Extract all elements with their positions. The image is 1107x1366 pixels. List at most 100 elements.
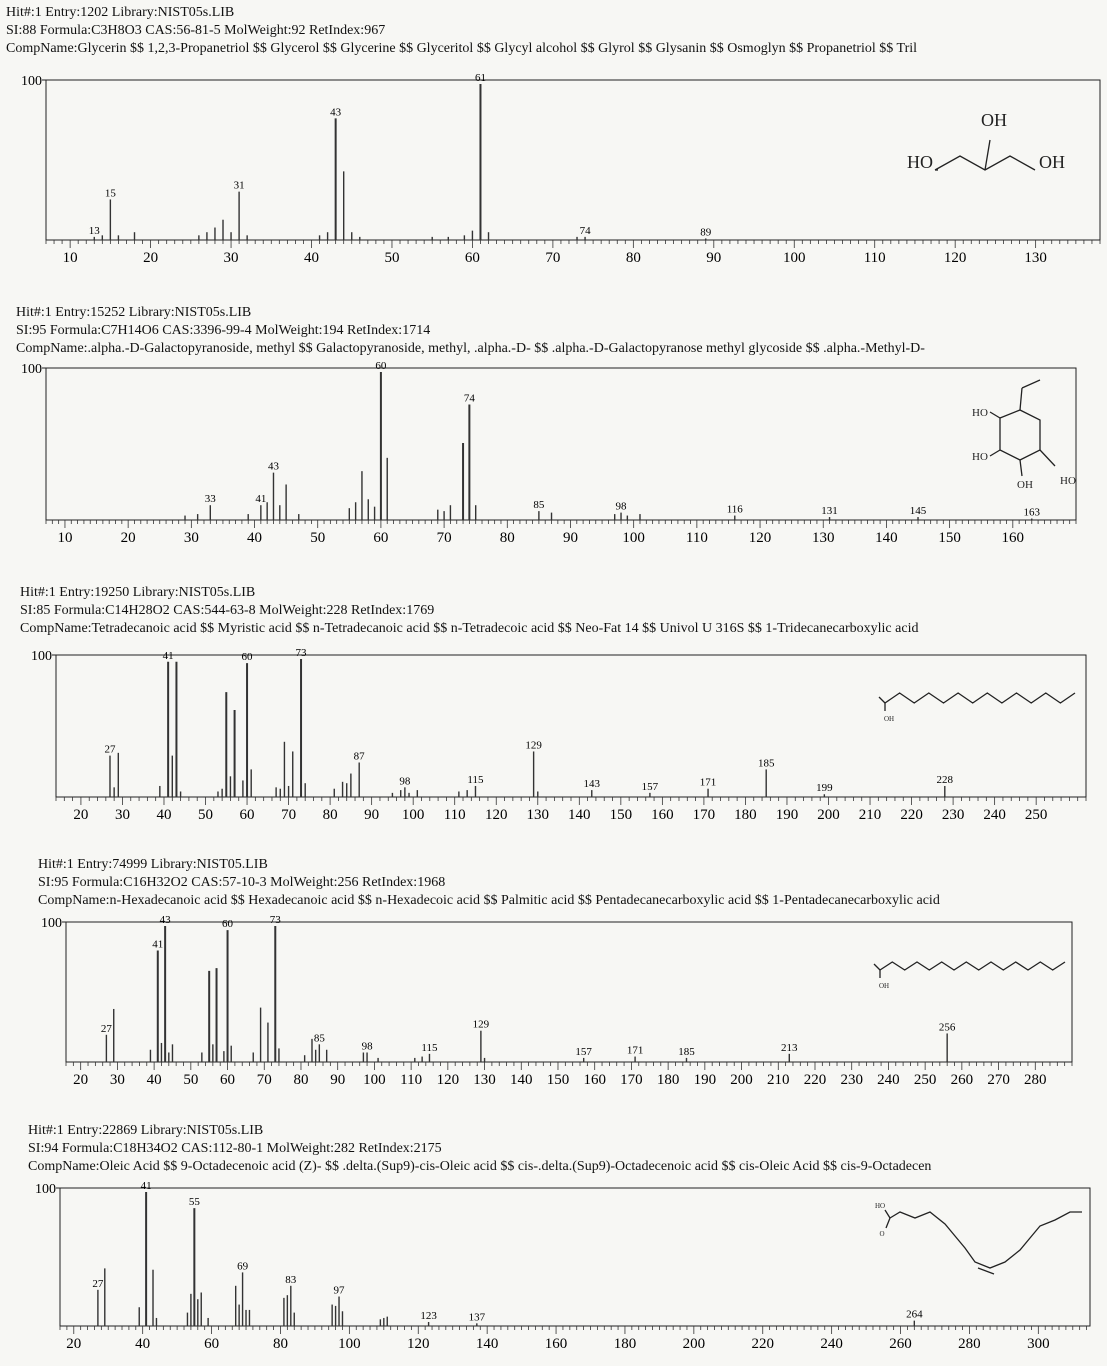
header-line3: CompName:Glycerin $$ 1,2,3-Propanetriol … [6, 41, 918, 56]
plot-frame [65, 921, 1073, 1063]
atom-label: HO [972, 407, 988, 419]
peak-label: 129 [473, 1019, 490, 1031]
x-tick-label: 200 [730, 1072, 753, 1088]
peak-label: 41 [141, 1180, 152, 1192]
molecule-structure: OH HO OH [907, 110, 1065, 172]
x-tick-label: 210 [767, 1072, 790, 1088]
peak-label: 43 [268, 461, 280, 473]
x-tick-label: 120 [485, 807, 508, 823]
x-tick-label: 20 [121, 530, 136, 546]
x-tick-label: 70 [437, 530, 452, 546]
x-tick-label: 60 [220, 1072, 235, 1088]
peak-label: 83 [285, 1274, 297, 1286]
x-tick-label: 90 [330, 1072, 345, 1088]
x-tick-label: 120 [407, 1336, 430, 1352]
x-tick-label: 240 [820, 1336, 843, 1352]
peak-label: 89 [700, 226, 712, 238]
x-tick-label: 270 [987, 1072, 1010, 1088]
x-tick-label: 90 [563, 530, 578, 546]
y-axis-max-label: 100 [31, 649, 52, 664]
x-tick-label: 140 [568, 807, 591, 823]
molecule-structure: HO HO OH HO [972, 379, 1076, 491]
peak-label: 41 [152, 938, 163, 950]
peak-label: 41 [163, 650, 174, 662]
x-tick-label: 160 [545, 1336, 568, 1352]
x-tick-label: 120 [437, 1072, 460, 1088]
header-line2: SI:85 Formula:C14H28O2 CAS:544-63-8 MolW… [20, 603, 435, 618]
x-tick-label: 50 [384, 250, 399, 266]
x-tick-label: 110 [444, 807, 466, 823]
peak-label: 213 [781, 1042, 798, 1054]
x-tick-label: 160 [583, 1072, 606, 1088]
peak-label: 60 [375, 360, 387, 372]
plot-frame [45, 79, 1101, 241]
peak-label: 115 [421, 1042, 438, 1054]
peak-label: 43 [160, 914, 172, 926]
peak-label: 27 [101, 1023, 113, 1035]
x-tick-label: 70 [281, 807, 296, 823]
peak-label: 73 [270, 914, 282, 926]
x-tick-label: 50 [310, 530, 325, 546]
peak-label: 171 [627, 1045, 644, 1057]
peak-label: 157 [642, 781, 659, 793]
spectrum-header: Hit#:1 Entry:19250 Library:NIST05s.LIB SI… [20, 584, 1100, 638]
peak-label: 97 [334, 1285, 346, 1297]
x-tick-label: 250 [1025, 807, 1048, 823]
atom-label: O [879, 1230, 884, 1238]
peak-label: 129 [525, 739, 542, 751]
peak-label: 74 [464, 393, 476, 405]
peak-label: 157 [575, 1046, 592, 1058]
x-tick-label: 220 [900, 807, 923, 823]
header-line2: SI:95 Formula:C16H32O2 CAS:57-10-3 MolWe… [38, 875, 446, 890]
x-tick-label: 240 [983, 807, 1006, 823]
header-line3: CompName:.alpha.-D-Galactopyranoside, me… [16, 341, 925, 356]
x-tick-label: 130 [527, 807, 550, 823]
header-line1: Hit#:1 Entry:74999 Library:NIST05.LIB [38, 857, 268, 872]
x-tick-label: 70 [545, 250, 560, 266]
header-line3: CompName:Oleic Acid $$ 9-Octadecenoic ac… [28, 1159, 932, 1174]
peak-label: 264 [906, 1309, 923, 1321]
x-tick-label: 170 [693, 807, 716, 823]
x-tick-label: 30 [184, 530, 199, 546]
plot-frame [45, 367, 1077, 521]
x-tick-label: 50 [198, 807, 213, 823]
peak-label: 61 [475, 72, 486, 84]
header-line3: CompName:n-Hexadecanoic acid $$ Hexadeca… [38, 893, 940, 908]
x-tick-label: 280 [1024, 1072, 1047, 1088]
peak-label: 74 [580, 225, 592, 237]
x-tick-label: 100 [363, 1072, 386, 1088]
peak-label: 13 [89, 225, 101, 237]
peak-label: 185 [758, 757, 775, 769]
spectrum-header: Hit#:1 Entry:22869 Library:NIST05s.LIB SI… [28, 1122, 1100, 1176]
x-tick-label: 130 [1024, 250, 1047, 266]
x-tick-label: 250 [914, 1072, 937, 1088]
atom-label: OH [981, 110, 1007, 130]
x-tick-label: 120 [749, 530, 772, 546]
x-tick-label: 110 [864, 250, 886, 266]
x-tick-label: 230 [840, 1072, 863, 1088]
peak-label: 85 [533, 499, 545, 511]
peak-label: 98 [616, 501, 628, 513]
spectrum-header: Hit#:1 Entry:74999 Library:NIST05.LIB SI:… [38, 856, 1100, 910]
y-axis-max-label: 100 [35, 1182, 56, 1197]
x-tick-label: 80 [323, 807, 338, 823]
y-axis-max-label: 100 [21, 74, 42, 89]
x-tick-label: 30 [110, 1072, 125, 1088]
x-tick-label: 40 [304, 250, 319, 266]
x-tick-label: 260 [889, 1336, 912, 1352]
molecule-structure: OH [873, 961, 1066, 990]
atom-label: HO [1060, 475, 1076, 487]
x-tick-label: 30 [115, 807, 130, 823]
x-tick-label: 280 [958, 1336, 981, 1352]
atom-label: OH [1017, 479, 1033, 491]
x-tick-label: 30 [224, 250, 239, 266]
x-tick-label: 20 [73, 807, 88, 823]
peak-label: 116 [727, 504, 744, 516]
x-tick-label: 60 [204, 1336, 219, 1352]
header-line2: SI:88 Formula:C3H8O3 CAS:56-81-5 MolWeig… [6, 23, 386, 38]
x-tick-label: 40 [156, 807, 171, 823]
x-tick-label: 140 [510, 1072, 533, 1088]
header-line2: SI:94 Formula:C18H34O2 CAS:112-80-1 MolW… [28, 1141, 442, 1156]
y-axis-max-label: 100 [41, 916, 62, 931]
peak-label: 55 [189, 1196, 201, 1208]
